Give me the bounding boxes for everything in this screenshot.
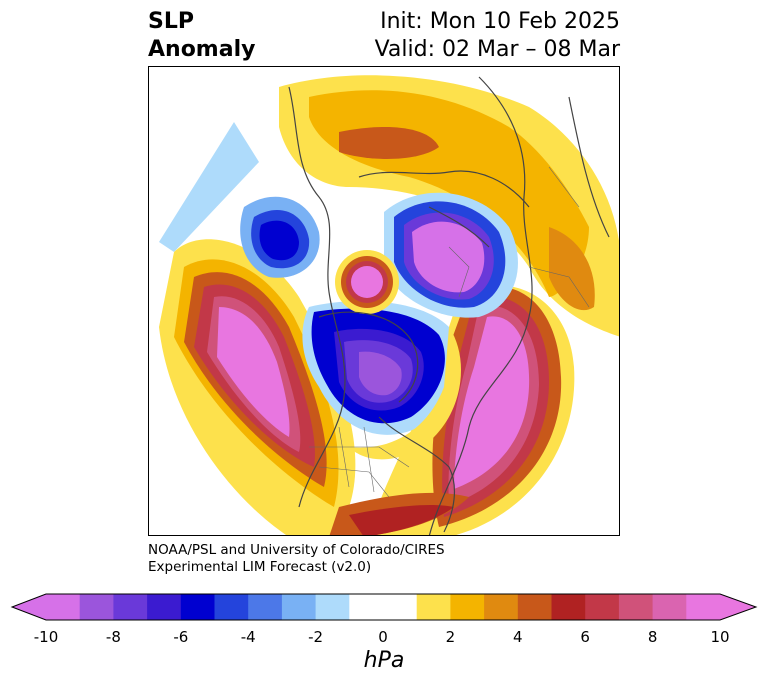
- map-edge-marker: [149, 285, 153, 317]
- colorbar-cell: [652, 594, 687, 620]
- colorbar: [10, 593, 758, 621]
- negative-anomaly-siberia: [384, 192, 518, 318]
- colorbar-cell: [517, 594, 552, 620]
- colorbar-cell: [113, 594, 148, 620]
- colorbar-cell: [79, 594, 114, 620]
- colorbar-extend-low: [12, 594, 46, 620]
- title-variable-sub: Anomaly: [148, 37, 256, 62]
- forecast-dates: Init: Mon 10 Feb 2025 Valid: 02 Mar – 08…: [375, 8, 620, 64]
- colorbar-cell: [315, 594, 350, 620]
- colorbar-tick-label: -4: [240, 628, 256, 646]
- colorbar-tick-label: -10: [33, 628, 59, 646]
- colorbar-tick-label: -6: [173, 628, 189, 646]
- positive-anomaly-hudson-ring: [349, 327, 461, 460]
- colorbar-tick-label: -2: [308, 628, 324, 646]
- colorbar-outline: [10, 593, 758, 621]
- credit-text: NOAA/PSL and University of Colorado/CIRE…: [148, 542, 445, 576]
- colorbar-tick-label: 8: [647, 628, 658, 646]
- valid-range: Valid: 02 Mar – 08 Mar: [374, 37, 620, 62]
- title-variable: SLP: [148, 9, 194, 34]
- map-canvas: [149, 75, 619, 535]
- colorbar-cell: [46, 594, 81, 620]
- light-blue-anomaly-nw: [159, 122, 259, 252]
- colorbar-cell: [383, 594, 418, 620]
- colorbar-cell: [214, 594, 249, 620]
- colorbar-cells: [12, 594, 756, 620]
- init-date: Init: Mon 10 Feb 2025: [380, 9, 620, 34]
- positive-anomaly-pole: [335, 250, 399, 314]
- colorbar-tick-label: 2: [445, 628, 456, 646]
- colorbar-extend-high: [720, 594, 756, 620]
- colorbar-cell: [416, 594, 451, 620]
- colorbar-cell: [618, 594, 654, 620]
- negative-anomaly-alaska: [240, 196, 320, 278]
- positive-anomaly-south-inner: [349, 504, 454, 535]
- colorbar-cell: [180, 594, 215, 620]
- map-title: SLP Anomaly: [148, 8, 255, 64]
- colorbar-cell: [281, 594, 317, 620]
- colorbar-cell: [349, 594, 384, 620]
- colorbar-tick-label: 4: [513, 628, 523, 646]
- coastlines: [288, 76, 610, 535]
- colorbar-unit: hPa: [363, 648, 405, 673]
- negative-anomaly-canada: [302, 301, 458, 435]
- colorbar-tick-label: -8: [105, 628, 121, 646]
- positive-anomaly-pacific: [159, 239, 356, 535]
- positive-anomaly-atlantic: [369, 285, 575, 535]
- colorbar-cell: [686, 594, 721, 620]
- slp-anomaly-map: [148, 66, 620, 536]
- colorbar-cell: [248, 594, 283, 620]
- credit-line-2: Experimental LIM Forecast (v2.0): [148, 559, 372, 575]
- credit-line-1: NOAA/PSL and University of Colorado/CIRE…: [148, 542, 445, 558]
- colorbar-tick-label: 0: [378, 628, 388, 646]
- colorbar-cell: [551, 594, 586, 620]
- colorbar-cell: [585, 594, 620, 620]
- colorbar-tick-label: 6: [580, 628, 590, 646]
- colorbar-cell: [147, 594, 182, 620]
- country-borders: [309, 166, 590, 498]
- colorbar-cell: [450, 594, 485, 620]
- colorbar-tick-label: 10: [710, 628, 730, 646]
- colorbar-cell: [484, 594, 519, 620]
